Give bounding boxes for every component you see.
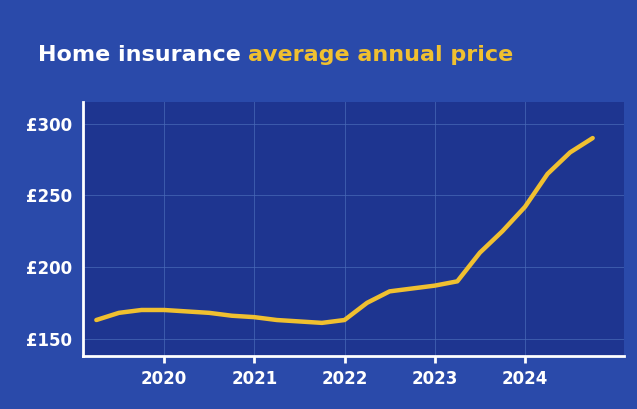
- Text: Home insurance: Home insurance: [38, 45, 248, 65]
- Text: average annual price: average annual price: [248, 45, 513, 65]
